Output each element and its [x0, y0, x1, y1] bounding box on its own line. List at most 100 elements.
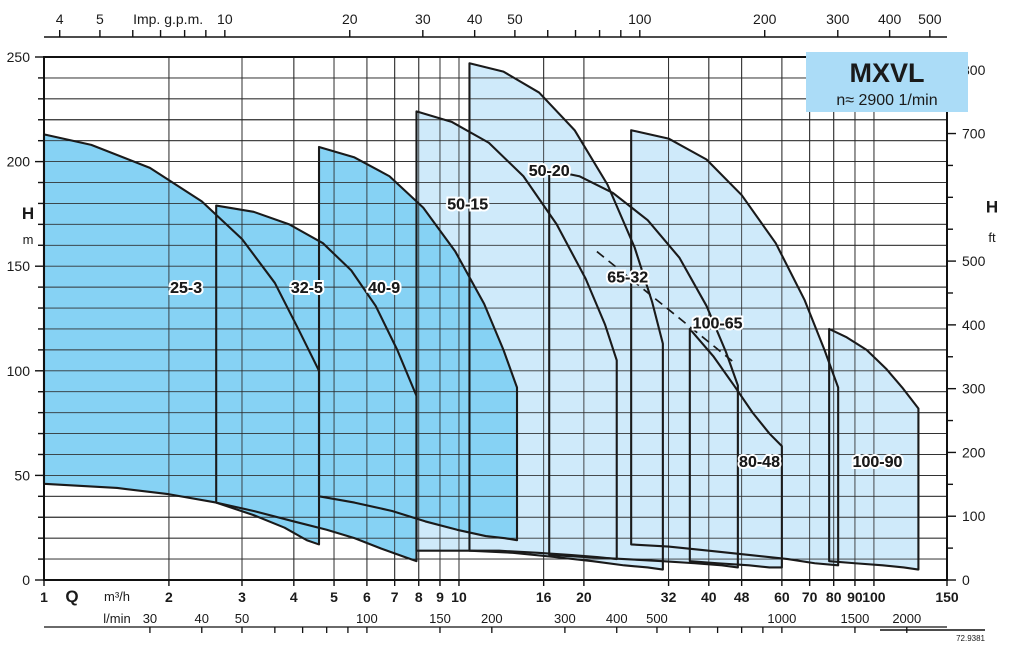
lmin-tick-label: 200	[481, 611, 503, 626]
q-unit-m3h: m³/h	[104, 589, 130, 604]
top-tick-label: 20	[342, 11, 358, 27]
lmin-tick-label: 50	[235, 611, 249, 626]
bottom-tick-label: 70	[802, 589, 818, 605]
plot-frame	[43, 56, 948, 581]
top-tick-label: 300	[826, 11, 850, 27]
top-tick-label: 40	[467, 11, 483, 27]
left-tick-label: 250	[7, 49, 31, 65]
model-title: MXVL	[849, 58, 924, 88]
bottom-tick-label: 32	[661, 589, 677, 605]
bottom-tick-label: 3	[238, 589, 246, 605]
left-tick-label: 50	[14, 467, 30, 483]
q-symbol-label: Q	[65, 587, 78, 606]
right-tick-label: 500	[962, 253, 986, 269]
series-label-100-65[interactable]: 100-65	[693, 316, 743, 333]
series-label-50-20[interactable]: 50-20	[529, 163, 570, 180]
bottom-tick-label: 9	[436, 589, 444, 605]
right-tick-label: 200	[962, 444, 986, 460]
axis-bottom	[43, 580, 948, 633]
lmin-tick-label: 400	[606, 611, 628, 626]
bottom-tick-label: 7	[391, 589, 399, 605]
bottom-tick-label: 150	[935, 589, 959, 605]
bottom-tick-label: 100	[862, 589, 886, 605]
lmin-tick-label: 150	[429, 611, 451, 626]
series-label-halo-80-48: 80-48	[739, 454, 780, 471]
right-tick-label: 700	[962, 126, 986, 142]
series-label-50-15[interactable]: 50-15	[447, 196, 488, 213]
right-tick-label: 100	[962, 508, 986, 524]
h-unit-left: m	[23, 232, 34, 247]
axis-top-gpm	[44, 30, 947, 38]
series-label-halo-100-65: 100-65	[693, 316, 743, 333]
series-label-100-90[interactable]: 100-90	[853, 454, 903, 471]
lmin-tick-label: 40	[195, 611, 209, 626]
pump-outline-25-3	[42, 133, 321, 546]
bottom-tick-label: 90	[847, 589, 863, 605]
pump-outline-80-48	[688, 327, 783, 569]
top-tick-label: 500	[918, 11, 942, 27]
bottom-tick-label: 16	[536, 589, 552, 605]
bottom-tick-label: 4	[290, 589, 298, 605]
series-label-halo-65-32: 65-32	[607, 270, 648, 287]
lmin-tick-label: 300	[554, 611, 576, 626]
h-symbol-left: H	[22, 204, 34, 223]
bottom-tick-label: 10	[451, 589, 467, 605]
series-label-halo-50-15: 50-15	[447, 196, 488, 213]
envelope-outlines	[42, 62, 920, 571]
top-tick-label: 5	[96, 11, 104, 27]
pump-envelope-100-65[interactable]	[631, 130, 839, 566]
lmin-tick-label: 1000	[767, 611, 796, 626]
lmin-tick-label: 500	[646, 611, 668, 626]
top-tick-label: 400	[878, 11, 902, 27]
lmin-tick-label: 2000	[892, 611, 921, 626]
axis-left-H-m	[35, 56, 44, 581]
series-label-halo-100-90: 100-90	[853, 454, 903, 471]
h-symbol-right: H	[986, 198, 998, 217]
bottom-tick-label: 6	[363, 589, 371, 605]
pump-outline-32-5	[215, 204, 418, 563]
drawing-code: 72.9381	[956, 634, 985, 643]
bottom-tick-label: 80	[826, 589, 842, 605]
top-axis-unit-label: Imp. g.p.m.	[133, 11, 203, 27]
top-tick-label: 10	[217, 11, 233, 27]
top-tick-label: 50	[507, 11, 523, 27]
pump-outline-100-90	[828, 327, 920, 571]
series-label-65-32[interactable]: 65-32	[607, 270, 648, 287]
top-tick-label: 200	[753, 11, 777, 27]
bottom-tick-label: 48	[734, 589, 750, 605]
left-tick-label: 100	[7, 363, 31, 379]
pump-envelope-80-48[interactable]	[689, 328, 782, 568]
speed-label: n≈ 2900 1/min	[836, 92, 937, 109]
h-unit-right: ft	[988, 230, 996, 245]
series-labels: 25-325-3 32-532-5 40-940-950-1550-1550-205…	[168, 161, 904, 473]
top-tick-label: 4	[56, 11, 64, 27]
title-box	[806, 52, 968, 112]
right-tick-label: 400	[962, 317, 986, 333]
series-label-halo-40-9: 40-9	[368, 280, 400, 297]
pump-outline-40-9	[317, 145, 519, 542]
bottom-tick-label: 60	[774, 589, 790, 605]
lmin-tick-label: 30	[143, 611, 157, 626]
top-tick-label: 100	[628, 11, 652, 27]
right-tick-label: 300	[962, 381, 986, 397]
pump-outline-50-20	[468, 62, 664, 571]
left-tick-label: 0	[22, 572, 30, 588]
series-label-25-3[interactable]: 25-3	[170, 280, 202, 297]
q-unit-lmin: l/min	[103, 611, 130, 626]
series-label-40-9[interactable]: 40-9	[368, 280, 400, 297]
series-label-32-5[interactable]: 32-5	[291, 280, 323, 297]
bottom-tick-label: 5	[330, 589, 338, 605]
left-tick-label: 150	[7, 258, 31, 274]
bottom-tick-label: 20	[576, 589, 592, 605]
top-tick-label: 30	[415, 11, 431, 27]
series-label-halo-50-20: 50-20	[529, 163, 570, 180]
series-label-halo-32-5: 32-5	[291, 280, 323, 297]
series-label-80-48[interactable]: 80-48	[739, 454, 780, 471]
bottom-tick-label: 8	[415, 589, 423, 605]
bottom-tick-label: 1	[40, 589, 48, 605]
lmin-tick-label: 1500	[840, 611, 869, 626]
bottom-tick-label: 40	[701, 589, 717, 605]
pump-outline-100-65	[630, 129, 840, 567]
